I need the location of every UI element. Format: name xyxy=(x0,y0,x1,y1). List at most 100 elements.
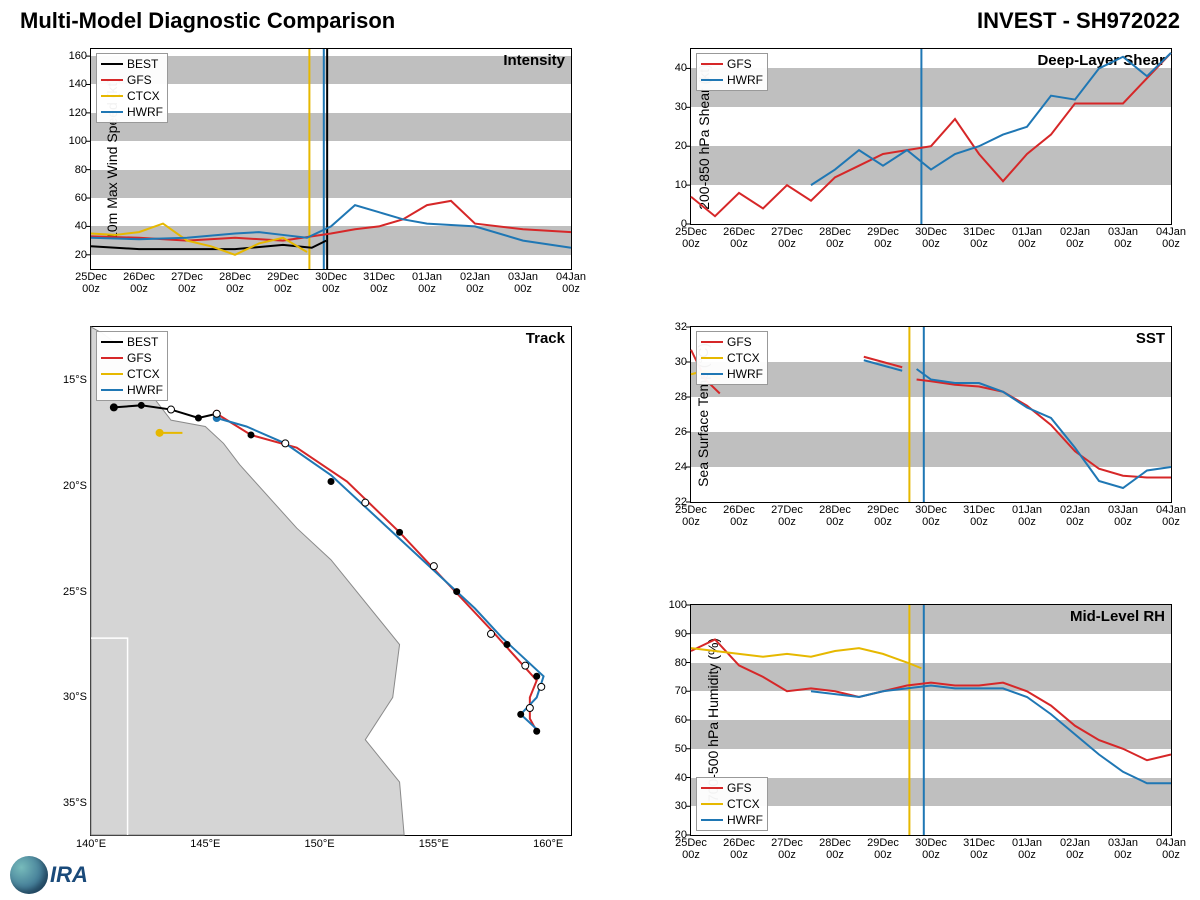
shear-legend-label: HWRF xyxy=(727,73,763,87)
rh-ytick: 50 xyxy=(653,743,687,755)
sst-xtick: 02Jan 00z xyxy=(1050,504,1100,528)
intensity-legend-label: BEST xyxy=(127,57,158,71)
shear-xtick: 28Dec 00z xyxy=(810,226,860,250)
rh-xtick: 04Jan 00z xyxy=(1146,837,1196,861)
track-xtick: 150°E xyxy=(305,838,335,850)
intensity-ytick: 20 xyxy=(53,249,87,261)
sst-xtick: 28Dec 00z xyxy=(810,504,860,528)
shear-xtick: 02Jan 00z xyxy=(1050,226,1100,250)
intensity-xtick: 26Dec 00z xyxy=(114,271,164,295)
rh-xtick: 02Jan 00z xyxy=(1050,837,1100,861)
rh-ytick: 70 xyxy=(653,685,687,697)
shear-ytick: 40 xyxy=(653,62,687,74)
track-legend-label: GFS xyxy=(127,351,152,365)
intensity-legend-label: HWRF xyxy=(127,105,163,119)
sst-series-GFS xyxy=(917,380,1171,478)
sst-legend-label: CTCX xyxy=(727,351,760,365)
sst-legend-label: GFS xyxy=(727,335,752,349)
rh-xtick: 29Dec 00z xyxy=(858,837,908,861)
shear-legend-label: GFS xyxy=(727,57,752,71)
intensity-ytick: 100 xyxy=(53,135,87,147)
shear-chart: Deep-Layer Shear200-850 hPa Shear (kt)01… xyxy=(690,48,1172,225)
track-ytick: 35°S xyxy=(49,797,87,809)
intensity-xtick: 25Dec 00z xyxy=(66,271,116,295)
rh-xtick: 25Dec 00z xyxy=(666,837,716,861)
shear-xtick: 30Dec 00z xyxy=(906,226,956,250)
shear-ytick: 10 xyxy=(653,179,687,191)
coastline xyxy=(91,327,404,835)
rh-ytick: 100 xyxy=(653,599,687,611)
intensity-ytick: 140 xyxy=(53,78,87,90)
intensity-chart: Intensity10m Max Wind Speed (kt)20406080… xyxy=(90,48,572,270)
intensity-ytick: 160 xyxy=(53,50,87,62)
rh-xtick: 01Jan 00z xyxy=(1002,837,1052,861)
track-legend: BESTGFSCTCXHWRF xyxy=(96,331,168,401)
shear-ytick: 30 xyxy=(653,101,687,113)
intensity-xtick: 04Jan 00z xyxy=(546,271,596,295)
main-title-left: Multi-Model Diagnostic Comparison xyxy=(20,8,395,34)
sst-ytick: 28 xyxy=(653,391,687,403)
sst-legend-label: HWRF xyxy=(727,367,763,381)
rh-legend-label: HWRF xyxy=(727,813,763,827)
track-xtick: 140°E xyxy=(76,838,106,850)
rh-ytick: 90 xyxy=(653,628,687,640)
sst-xtick: 04Jan 00z xyxy=(1146,504,1196,528)
track-legend-label: CTCX xyxy=(127,367,160,381)
intensity-legend: BEST GFS CTCX HWRF xyxy=(96,53,168,123)
track-ytick: 30°S xyxy=(49,691,87,703)
intensity-xtick: 27Dec 00z xyxy=(162,271,212,295)
rh-series-HWRF xyxy=(811,686,1171,784)
sst-chart: SSTSea Surface Temp (°C)22242628303225De… xyxy=(690,326,1172,503)
rh-xtick: 26Dec 00z xyxy=(714,837,764,861)
rh-ytick: 60 xyxy=(653,714,687,726)
sst-ytick: 32 xyxy=(653,321,687,333)
shear-xtick: 27Dec 00z xyxy=(762,226,812,250)
sst-ytick: 30 xyxy=(653,356,687,368)
logo-text: IRA xyxy=(50,862,88,888)
track-xtick: 160°E xyxy=(533,838,563,850)
rh-legend: GFSCTCXHWRF xyxy=(696,777,768,831)
shear-xtick: 25Dec 00z xyxy=(666,226,716,250)
track-chart: Track140°E145°E150°E155°E160°E15°S20°S25… xyxy=(90,326,572,836)
main-title-right: INVEST - SH972022 xyxy=(977,8,1180,34)
sst-ytick: 26 xyxy=(653,426,687,438)
rh-legend-label: GFS xyxy=(727,781,752,795)
cira-logo: IRA xyxy=(10,856,88,894)
intensity-legend-label: CTCX xyxy=(127,89,160,103)
sst-series-HWRF xyxy=(917,369,1171,488)
intensity-xtick: 28Dec 00z xyxy=(210,271,260,295)
shear-legend: GFS HWRF xyxy=(696,53,768,91)
shear-xtick: 26Dec 00z xyxy=(714,226,764,250)
intensity-xtick: 30Dec 00z xyxy=(306,271,356,295)
intensity-xtick: 31Dec 00z xyxy=(354,271,404,295)
shear-xtick: 31Dec 00z xyxy=(954,226,1004,250)
sst-ytick: 24 xyxy=(653,461,687,473)
sst-legend: GFS CTCX HWRF xyxy=(696,331,768,385)
track-ytick: 25°S xyxy=(49,586,87,598)
intensity-legend-label: GFS xyxy=(127,73,152,87)
intensity-xtick: 03Jan 00z xyxy=(498,271,548,295)
track-xtick: 155°E xyxy=(419,838,449,850)
rh-xtick: 27Dec 00z xyxy=(762,837,812,861)
rh-xtick: 28Dec 00z xyxy=(810,837,860,861)
shear-xtick: 04Jan 00z xyxy=(1146,226,1196,250)
intensity-xtick: 29Dec 00z xyxy=(258,271,308,295)
sst-xtick: 01Jan 00z xyxy=(1002,504,1052,528)
track-ytick: 15°S xyxy=(49,374,87,386)
shear-xtick: 01Jan 00z xyxy=(1002,226,1052,250)
rh-ytick: 30 xyxy=(653,800,687,812)
shear-ytick: 20 xyxy=(653,140,687,152)
intensity-series-GFS xyxy=(91,201,571,241)
charts-grid: Intensity10m Max Wind Speed (kt)20406080… xyxy=(0,36,1200,876)
sst-xtick: 27Dec 00z xyxy=(762,504,812,528)
sst-xtick: 31Dec 00z xyxy=(954,504,1004,528)
rh-ytick: 80 xyxy=(653,657,687,669)
rh-xtick: 31Dec 00z xyxy=(954,837,1004,861)
intensity-ytick: 40 xyxy=(53,220,87,232)
intensity-ytick: 60 xyxy=(53,192,87,204)
shear-xtick: 03Jan 00z xyxy=(1098,226,1148,250)
sst-xtick: 30Dec 00z xyxy=(906,504,956,528)
rh-chart: Mid-Level RH700-500 hPa Humidity (%)2030… xyxy=(690,604,1172,836)
rh-ytick: 40 xyxy=(653,772,687,784)
sst-xtick: 25Dec 00z xyxy=(666,504,716,528)
